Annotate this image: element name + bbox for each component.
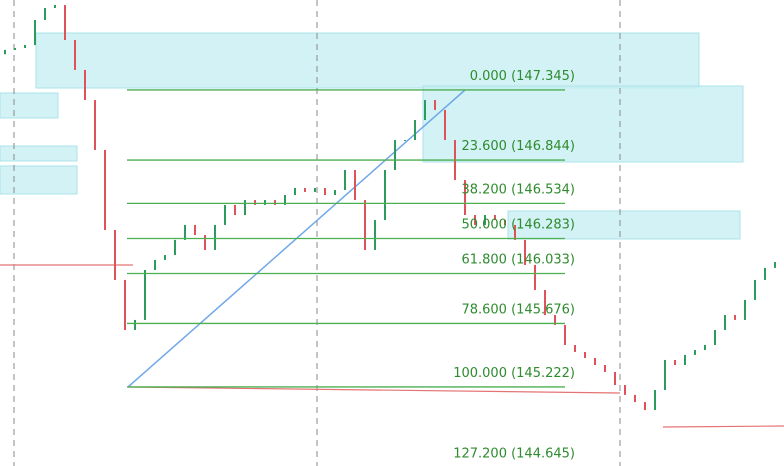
level-line xyxy=(127,386,621,394)
candle xyxy=(704,344,706,351)
candle xyxy=(124,279,126,331)
candle xyxy=(604,364,606,372)
candle xyxy=(174,239,176,256)
zone xyxy=(507,210,741,240)
candle xyxy=(714,330,716,345)
candle xyxy=(774,262,776,268)
candle xyxy=(584,351,586,358)
candle xyxy=(184,224,186,240)
zone xyxy=(0,92,59,119)
fib-label: 100.000 (145.222) xyxy=(453,366,575,381)
candle xyxy=(204,235,206,250)
fib-label: 23.600 (146.844) xyxy=(461,139,575,154)
candle xyxy=(254,200,256,205)
candle xyxy=(264,200,266,205)
candle xyxy=(324,188,326,196)
candle xyxy=(664,359,666,391)
candle xyxy=(74,40,76,70)
candle xyxy=(154,259,156,271)
zone xyxy=(0,165,78,195)
candle xyxy=(464,180,466,216)
candle xyxy=(404,140,406,142)
candle xyxy=(524,239,526,265)
candle xyxy=(654,390,656,411)
candle xyxy=(244,200,246,216)
fib-label: 61.800 (146.033) xyxy=(461,253,575,268)
candle xyxy=(554,315,556,325)
candle xyxy=(594,357,596,365)
fib-levels: 0.000 (147.345) 23.600 (146.844) 38.200 (1… xyxy=(127,69,575,462)
candle xyxy=(14,47,16,50)
candle xyxy=(104,149,106,230)
candle xyxy=(314,188,316,192)
candle xyxy=(744,299,746,320)
candle xyxy=(4,49,6,55)
candle xyxy=(564,324,566,345)
candle xyxy=(34,20,36,46)
candle xyxy=(164,255,166,260)
candle xyxy=(64,5,66,41)
candle xyxy=(84,69,86,101)
candle xyxy=(414,120,416,141)
candle xyxy=(234,204,236,216)
candle xyxy=(354,169,356,201)
candle xyxy=(294,188,296,196)
fib-label: 127.200 (144.645) xyxy=(453,447,575,462)
fib-label: 0.000 (147.345) xyxy=(470,69,575,84)
candle xyxy=(194,224,196,236)
zone xyxy=(35,32,700,89)
candle xyxy=(144,270,146,320)
candle xyxy=(724,315,726,331)
fib-label: 78.600 (145.676) xyxy=(461,302,575,317)
candle xyxy=(214,224,216,250)
candle xyxy=(394,140,396,170)
candle xyxy=(484,215,486,225)
candle xyxy=(444,109,446,141)
candle xyxy=(764,267,766,280)
candle xyxy=(494,215,496,221)
candle xyxy=(574,344,576,352)
candle xyxy=(44,7,46,21)
candle xyxy=(94,100,96,150)
fib-label: 38.200 (146.534) xyxy=(461,182,575,197)
candle xyxy=(224,204,226,225)
candle xyxy=(284,195,286,205)
candle xyxy=(274,200,276,205)
candle xyxy=(334,189,336,196)
candle xyxy=(694,350,696,355)
candle xyxy=(624,384,626,395)
candle xyxy=(754,279,756,300)
candle xyxy=(614,371,616,385)
zones xyxy=(0,32,744,240)
candle xyxy=(634,394,636,403)
candle xyxy=(514,224,516,240)
zone xyxy=(0,145,78,162)
candle xyxy=(114,229,116,280)
candle xyxy=(424,100,426,121)
candle xyxy=(374,220,376,250)
candle xyxy=(364,200,366,250)
candle xyxy=(24,45,26,48)
candle xyxy=(134,319,136,331)
candle xyxy=(644,402,646,411)
candle xyxy=(504,220,506,225)
candle xyxy=(684,354,686,365)
candle xyxy=(384,169,386,221)
fib-label: 50.000 (146.283) xyxy=(461,218,575,233)
candle xyxy=(544,290,546,316)
candles xyxy=(4,5,776,411)
candle xyxy=(734,315,736,320)
candle xyxy=(54,5,56,8)
candle xyxy=(434,100,436,110)
candle xyxy=(674,359,676,365)
candle xyxy=(304,188,306,192)
level-line xyxy=(662,425,784,428)
session-lines xyxy=(13,0,621,466)
zone xyxy=(422,85,744,163)
candle xyxy=(344,169,346,190)
candle xyxy=(534,264,536,291)
candle xyxy=(474,215,476,225)
